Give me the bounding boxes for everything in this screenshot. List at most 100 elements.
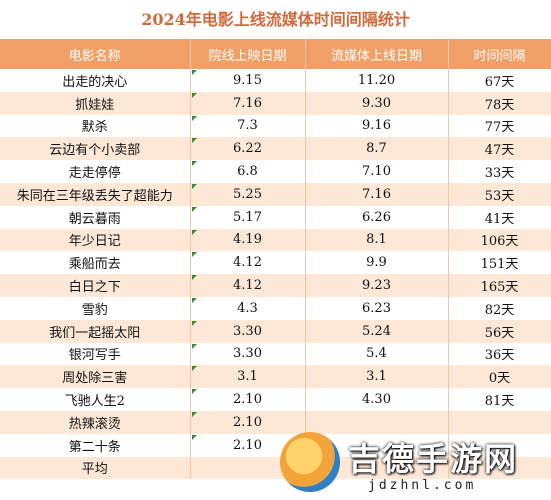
- cell-streaming-date: 9.16: [305, 114, 449, 138]
- cell-interval: 77天: [448, 114, 551, 138]
- cell-movie-name: 默杀: [0, 114, 191, 138]
- header-row: 电影名称 院线上映日期 流媒体上线日期 时间间隔: [0, 39, 551, 69]
- table-row: 默杀 7.3 9.16 77天: [0, 114, 551, 138]
- cell-theater-date: 5.17: [190, 205, 306, 229]
- cell-streaming-date: [305, 410, 449, 434]
- cell-interval: 106天: [448, 228, 551, 252]
- cell-movie-name: 云边有个小卖部: [0, 137, 191, 161]
- cell-theater-date: 4.3: [190, 296, 306, 320]
- cell-movie-name: 热辣滚烫: [0, 410, 191, 434]
- cell-theater-date: 3.30: [190, 342, 306, 366]
- table-row: 乘船而去 4.12 9.9 151天: [0, 251, 551, 275]
- cell-interval: 78天: [448, 91, 551, 115]
- cell-theater-date: [190, 456, 306, 480]
- table-row: 年少日记 4.19 8.1 106天: [0, 228, 551, 252]
- cell-interval: 53天: [448, 182, 551, 206]
- cell-movie-name: 走走停停: [0, 160, 191, 183]
- table-row: 朝云暮雨 5.17 6.26 41天: [0, 205, 551, 229]
- table-row: 走走停停 6.8 7.10 33天: [0, 160, 551, 183]
- cell-streaming-date: 5.24: [305, 319, 449, 343]
- cell-movie-name: 平均: [0, 456, 191, 480]
- cell-interval: [448, 456, 551, 480]
- table-row: 平均: [0, 456, 551, 480]
- table-row: 第二十条 2.10: [0, 433, 551, 457]
- cell-theater-date: 4.12: [190, 274, 306, 297]
- cell-theater-date: 2.10: [190, 388, 306, 411]
- cell-interval: 36天: [448, 342, 551, 366]
- watermark-logo-icon: [280, 432, 340, 492]
- cell-streaming-date: 5.4: [305, 342, 449, 366]
- header-interval: 时间间隔: [448, 39, 551, 69]
- cell-streaming-date: 9.23: [305, 274, 449, 297]
- cell-theater-date: 7.3: [190, 114, 306, 138]
- cell-theater-date: 6.22: [190, 137, 306, 161]
- cell-theater-date: 9.15: [190, 69, 306, 92]
- cell-movie-name: 雪豹: [0, 296, 191, 320]
- cell-theater-date: 3.30: [190, 319, 306, 343]
- table-row: 白日之下 4.12 9.23 165天: [0, 274, 551, 297]
- cell-interval: 81天: [448, 388, 551, 411]
- cell-streaming-date: 8.7: [305, 137, 449, 161]
- cell-interval: 67天: [448, 69, 551, 92]
- cell-streaming-date: [305, 456, 449, 480]
- cell-streaming-date: 7.16: [305, 182, 449, 206]
- watermark-text: 吉德手游网: [348, 440, 519, 478]
- cell-streaming-date: 9.9: [305, 251, 449, 275]
- cell-streaming-date: 3.1: [305, 365, 449, 389]
- cell-movie-name: 飞驰人生2: [0, 388, 191, 411]
- table-row: 云边有个小卖部 6.22 8.7 47天: [0, 137, 551, 161]
- cell-streaming-date: 6.26: [305, 205, 449, 229]
- cell-streaming-date: [305, 433, 449, 457]
- cell-theater-date: 7.16: [190, 91, 306, 115]
- cell-interval: [448, 410, 551, 434]
- watermark: 吉德手游网 jdzhnl.com: [272, 430, 551, 500]
- table-row: 我们一起摇太阳 3.30 5.24 56天: [0, 319, 551, 343]
- cell-interval: 82天: [448, 296, 551, 320]
- cell-movie-name: 我们一起摇太阳: [0, 319, 191, 343]
- table-row: 雪豹 4.3 6.23 82天: [0, 296, 551, 320]
- cell-interval: 47天: [448, 137, 551, 161]
- cell-movie-name: 周处除三害: [0, 365, 191, 389]
- table-row: 热辣滚烫 2.10: [0, 410, 551, 434]
- table-row: 出走的决心 9.15 11.20 67天: [0, 69, 551, 92]
- header-movie-name: 电影名称: [0, 39, 191, 69]
- cell-movie-name: 白日之下: [0, 274, 191, 297]
- cell-streaming-date: 6.23: [305, 296, 449, 320]
- cell-streaming-date: 7.10: [305, 160, 449, 183]
- table-row: 抓娃娃 7.16 9.30 78天: [0, 91, 551, 115]
- cell-interval: 151天: [448, 251, 551, 275]
- table-row: 飞驰人生2 2.10 4.30 81天: [0, 388, 551, 411]
- header-theater-date: 院线上映日期: [190, 39, 306, 69]
- cell-interval: 41天: [448, 205, 551, 229]
- table-title: 2024年电影上线流媒体时间间隔统计: [0, 0, 551, 39]
- table-row: 周处除三害 3.1 3.1 0天: [0, 365, 551, 389]
- watermark-url: jdzhnl.com: [368, 478, 477, 493]
- cell-movie-name: 年少日记: [0, 228, 191, 252]
- cell-movie-name: 出走的决心: [0, 69, 191, 92]
- cell-movie-name: 朝云暮雨: [0, 205, 191, 229]
- table-row: 银河写手 3.30 5.4 36天: [0, 342, 551, 366]
- cell-theater-date: 2.10: [190, 410, 306, 434]
- table-row: 朱同在三年级丢失了超能力 5.25 7.16 53天: [0, 182, 551, 206]
- cell-interval: [448, 433, 551, 457]
- cell-theater-date: 3.1: [190, 365, 306, 389]
- cell-movie-name: 朱同在三年级丢失了超能力: [0, 182, 191, 206]
- cell-theater-date: 6.8: [190, 160, 306, 183]
- cell-interval: 0天: [448, 365, 551, 389]
- cell-streaming-date: 4.30: [305, 388, 449, 411]
- cell-interval: 56天: [448, 319, 551, 343]
- cell-theater-date: 2.10: [190, 433, 306, 457]
- cell-streaming-date: 8.1: [305, 228, 449, 252]
- cell-theater-date: 4.19: [190, 228, 306, 252]
- header-streaming-date: 流媒体上线日期: [305, 39, 449, 69]
- stats-table: 电影名称 院线上映日期 流媒体上线日期 时间间隔 出走的决心 9.15 11.20 6…: [0, 39, 551, 480]
- cell-streaming-date: 9.30: [305, 91, 449, 115]
- cell-theater-date: 5.25: [190, 182, 306, 206]
- cell-movie-name: 抓娃娃: [0, 91, 191, 115]
- cell-movie-name: 乘船而去: [0, 251, 191, 275]
- cell-interval: 165天: [448, 274, 551, 297]
- cell-movie-name: 银河写手: [0, 342, 191, 366]
- cell-theater-date: 4.12: [190, 251, 306, 275]
- cell-streaming-date: 11.20: [305, 69, 449, 92]
- cell-movie-name: 第二十条: [0, 433, 191, 457]
